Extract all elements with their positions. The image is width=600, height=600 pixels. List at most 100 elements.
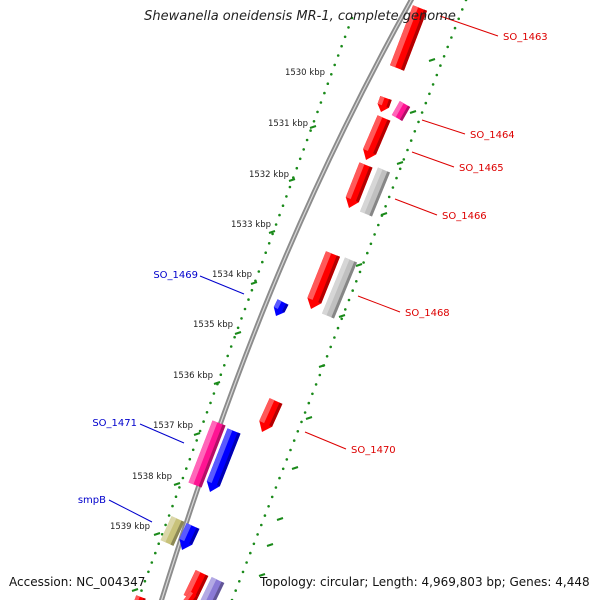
tick-dot <box>243 307 247 311</box>
gene-highlight <box>183 591 193 600</box>
gene-shadow <box>269 402 283 427</box>
tick-dot <box>154 551 157 555</box>
tick-dot <box>178 486 181 489</box>
gene-bottom-lavender <box>200 577 225 600</box>
tick-dot <box>333 63 337 67</box>
tick-dot <box>311 392 314 396</box>
tick-dot <box>191 448 195 452</box>
ruler-dash <box>428 58 436 62</box>
gene-shadow <box>192 595 198 600</box>
tick-dot <box>274 223 278 226</box>
tick-dot <box>461 8 464 11</box>
tick-dot <box>171 504 174 508</box>
tick-dot <box>326 82 330 85</box>
gene-shadow <box>189 527 200 545</box>
gene-so1466-gray <box>360 167 390 217</box>
tick-dot <box>140 589 143 592</box>
gene-shadow <box>331 261 357 319</box>
tick-dot <box>160 533 164 536</box>
gene-label-so_1468: SO_1468 <box>357 295 450 319</box>
gene-body <box>206 428 241 492</box>
tick-dot <box>351 289 355 292</box>
gene-label-text: SO_1468 <box>405 308 450 319</box>
gene-highlight <box>200 577 217 600</box>
gene-label-text: SO_1463 <box>503 32 548 43</box>
tick-dot <box>285 195 288 198</box>
genome-backbone <box>158 0 415 600</box>
tick-dot <box>188 457 192 461</box>
gene-label-so_1470: SO_1470 <box>304 431 396 456</box>
gene-body <box>363 115 391 160</box>
ruler-dash <box>396 161 404 165</box>
genome-title: Shewanella oneidensis MR-1, complete gen… <box>144 9 456 24</box>
tick-dot <box>347 298 351 302</box>
ruler-dash <box>173 482 181 486</box>
backbone-highlight <box>160 0 412 600</box>
tick-dot <box>219 373 223 377</box>
gene-leader-line <box>304 431 347 450</box>
tick-dot <box>330 73 333 76</box>
ruler-dash <box>291 466 299 470</box>
gene-shadow <box>170 520 185 546</box>
gene-shadow <box>318 255 340 304</box>
tick-dot <box>333 336 336 339</box>
kbp-tick-label: 1537 kbp <box>153 421 193 431</box>
tick-dot <box>318 373 322 377</box>
ruler-dash <box>193 432 201 436</box>
tick-dot <box>428 92 431 96</box>
outer-dot-track <box>136 16 354 600</box>
ruler-dash <box>213 381 221 385</box>
tick-dot <box>281 467 285 471</box>
tick-dot <box>263 514 267 517</box>
gene-so1471 <box>188 420 226 488</box>
tick-dot <box>431 83 435 86</box>
tick-dot <box>278 476 281 480</box>
tick-dot <box>323 91 326 95</box>
tick-dot <box>300 420 303 424</box>
tick-dot <box>174 495 178 499</box>
topology-text: Topology: circular; Length: 4,969,803 bp… <box>260 575 590 589</box>
gene-shadow <box>369 171 390 217</box>
kbp-tick-label: 1533 kbp <box>231 220 271 230</box>
tick-dot <box>212 392 216 395</box>
tick-dot <box>164 523 167 527</box>
tick-dot <box>344 308 347 311</box>
tick-dot <box>309 129 312 132</box>
ruler-dash <box>258 573 266 577</box>
gene-highlight <box>322 257 350 316</box>
kbp-tick-label: 1539 kbp <box>110 522 150 532</box>
gene-label-so_1469: SO_1469 <box>153 270 245 295</box>
tick-dot <box>446 45 450 49</box>
tick-dot <box>240 317 243 320</box>
tick-dot <box>343 35 347 39</box>
gene-highlight <box>179 523 192 542</box>
gene-label-so_1465: SO_1465 <box>411 151 504 174</box>
gene-leader-line <box>199 275 245 295</box>
ruler-dash <box>250 281 258 285</box>
kbp-tick-label: 1532 kbp <box>249 170 289 180</box>
tick-dot <box>260 523 263 527</box>
gene-leader-line <box>108 499 153 523</box>
kbp-tick-label: 1536 kbp <box>173 371 213 381</box>
gene-highlight <box>360 167 383 214</box>
tick-dot <box>307 401 311 405</box>
tick-dot <box>302 148 306 151</box>
kbp-tick-label: 1535 kbp <box>193 320 233 330</box>
tick-dot <box>195 439 198 442</box>
gene-label-smpb: smpB <box>78 495 153 523</box>
gene-leader-line <box>439 15 499 37</box>
tick-dot <box>150 561 154 564</box>
tick-dot <box>453 26 457 30</box>
tick-dot <box>435 73 439 77</box>
tick-dot <box>303 411 307 414</box>
gene-highlight <box>345 162 365 199</box>
gene-label-text: SO_1470 <box>351 445 396 456</box>
tick-dot <box>391 186 395 189</box>
ruler-dash <box>131 588 139 592</box>
gene-so1470 <box>259 398 283 432</box>
tick-dot <box>292 176 295 179</box>
gene-so1468-gray <box>322 257 357 319</box>
gene-label-text: SO_1464 <box>470 130 515 141</box>
